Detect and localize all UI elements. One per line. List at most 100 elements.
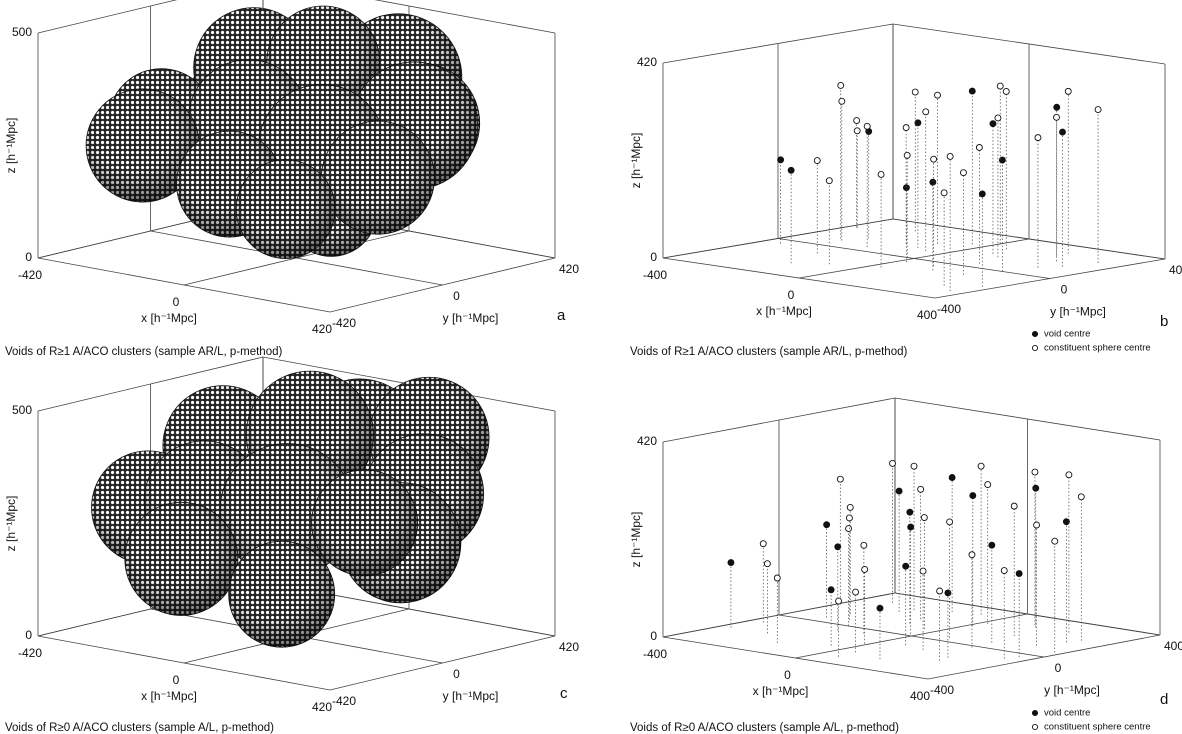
z-axis-label: z [h⁻¹Mpc] [629,512,643,568]
x-tick-label: 400 [917,308,937,322]
grid-line [662,397,896,443]
point [922,108,930,116]
point [994,114,1002,122]
point [919,567,927,575]
point [1034,134,1042,142]
z-tick-label: 500 [12,403,32,417]
x-tick-label: -420 [18,646,42,660]
point [903,151,911,159]
point [1065,471,1073,479]
grid-line [777,238,1051,279]
point [837,81,845,89]
point [911,88,919,96]
y-tick-label: 0 [453,667,460,681]
z-axis-label: z [h⁻¹Mpc] [629,133,643,189]
point [827,586,835,594]
point [853,117,861,124]
point [1059,128,1066,136]
point [895,487,903,495]
y-tick-label: 400 [1164,639,1182,653]
point [1053,103,1061,111]
void-sphere-shade [311,469,418,576]
x-axis-label: x [h⁻¹Mpc] [141,689,197,703]
point [813,157,821,164]
legend-label: constituent sphere centre [1044,722,1151,733]
point [838,97,846,105]
panel-label: d [1160,691,1168,708]
caption: Voids of R≥1 A/ACO clusters (sample AR/L… [630,346,907,358]
y-tick-label: 0 [453,289,460,303]
x-tick-label: 400 [910,689,930,703]
grid-line [662,218,894,259]
x-axis-label: x [h⁻¹Mpc] [141,311,197,325]
point [1015,570,1023,577]
point [984,481,992,489]
x-tick-label: -400 [643,647,667,661]
point [930,155,938,163]
grid-line [374,0,556,34]
point [1064,87,1072,95]
point [876,604,884,612]
grid-line [37,0,178,34]
panel-label: b [1160,313,1168,330]
y-axis-label: y [h⁻¹Mpc] [1044,683,1100,697]
point [902,562,910,570]
point [852,588,860,596]
y-tick-label: -400 [930,683,954,697]
y-axis-label: y [h⁻¹Mpc] [443,689,499,703]
y-tick-label: 0 [1061,283,1068,297]
point [1031,468,1039,476]
x-tick-label: 0 [788,288,795,302]
z-tick-label: 0 [25,628,32,642]
point [1033,521,1041,529]
x-axis-label: x [h⁻¹Mpc] [753,684,809,698]
point [759,540,767,548]
point [914,119,922,127]
legend-label: void centre [1044,708,1090,719]
point [996,82,1004,90]
z-tick-label: 420 [637,55,657,69]
point [917,485,925,493]
grid-line [892,23,1166,65]
legend-marker [1031,723,1039,731]
x-tick-label: 0 [173,295,180,309]
point [877,171,885,178]
point [1062,518,1070,526]
point [1010,502,1018,510]
point [1094,106,1102,114]
void-sphere-shade [236,159,336,259]
point [846,503,854,511]
legend-label: void centre [1044,329,1090,340]
point [902,124,910,132]
legend-label: constituent sphere centre [1044,343,1151,354]
point [936,587,944,595]
grid-line [662,257,936,299]
point [940,189,948,197]
point [934,91,941,99]
x-tick-label: 0 [784,668,791,682]
z-axis-label: z [h⁻¹Mpc] [4,496,18,552]
x-tick-label: -420 [18,268,42,282]
grid-line [662,23,894,64]
grid-line [894,397,1161,441]
grid-line [662,592,896,638]
point [777,156,785,164]
caption: Voids of R≥0 A/ACO clusters (sample A/L,… [5,722,274,734]
z-axis-label: z [h⁻¹Mpc] [4,118,18,174]
point [861,565,869,573]
legend-marker [1031,709,1039,717]
grid-line [894,592,1161,636]
y-tick-label: 420 [559,262,579,276]
grid-line [37,635,331,691]
point [863,122,871,130]
point [960,169,967,177]
point [969,492,977,499]
y-tick-label: 0 [1055,661,1062,675]
point [988,541,996,549]
point [920,514,928,521]
point [1002,88,1010,95]
point [910,462,918,470]
